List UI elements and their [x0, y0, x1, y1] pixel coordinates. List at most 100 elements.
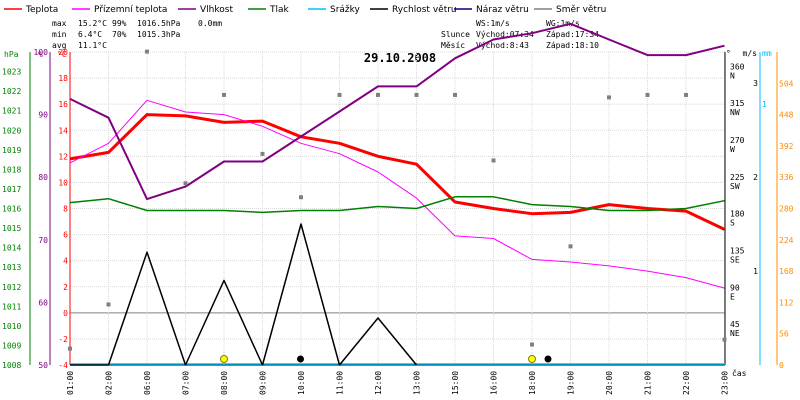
temperature-tick-label: 6 [63, 231, 68, 240]
wind-direction-point [453, 92, 457, 97]
stats-max-temp: 15.2°C [78, 19, 107, 28]
speed-axis-label: m/s [743, 49, 758, 58]
direction-axis-label: ° [726, 49, 731, 58]
radiation-tick-label: 392 [779, 142, 794, 151]
x-tick-label: 19:00 [567, 371, 576, 395]
direction-tick-label: 270 [730, 136, 745, 145]
x-tick-label: 07:00 [182, 371, 191, 395]
x-tick-label: 10:00 [297, 371, 306, 395]
direction-tick-label: 90 [730, 283, 740, 292]
direction-tick-compass: S [730, 219, 735, 228]
stats-max-label: max [52, 19, 67, 28]
x-tick-label: 22:00 [682, 371, 691, 395]
series-line-tlak [69, 196, 725, 214]
radiation-tick-label: 280 [779, 205, 794, 214]
radiation-tick-label: 168 [779, 267, 794, 276]
pressure-tick-label: 1021 [2, 107, 21, 116]
stats-max-hum: 99% [112, 19, 127, 28]
pressure-tick-label: 1012 [2, 283, 21, 292]
pressure-tick-label: 1016 [2, 205, 21, 214]
x-axis-label: čas [732, 368, 747, 378]
radiation-tick-label: 336 [779, 173, 794, 182]
moon-label: Měsíc [441, 41, 465, 50]
wind-speed-info: WS:1m/s [476, 19, 510, 28]
pressure-tick-label: 1020 [2, 126, 21, 135]
speed-tick-label: 2 [753, 173, 758, 182]
stats-max-rain: 0.0mm [198, 19, 222, 28]
temperature-tick-label: 12 [58, 152, 68, 161]
wind-direction-point [106, 302, 111, 307]
temperature-tick-label: 0 [63, 309, 68, 318]
wind-direction-point [183, 181, 188, 186]
direction-tick-label: 315 [730, 99, 745, 108]
sun-icon [220, 355, 228, 363]
stats-avg-temp: 11.1°C [78, 41, 107, 50]
direction-tick-label: 225 [730, 173, 745, 182]
stats-avg-label: avg [52, 41, 67, 50]
radiation-tick-label: 448 [779, 111, 794, 120]
x-tick-label: 23:00 [721, 371, 730, 395]
wind-direction-point [491, 158, 496, 163]
wind-direction-point [222, 92, 226, 97]
wind-direction-point [645, 92, 650, 97]
stats-min-temp: 6.4°C [78, 30, 102, 39]
humidity-tick-label: 70 [38, 236, 48, 245]
direction-tick-label: 360 [730, 62, 745, 71]
x-tick-label: 16:00 [490, 371, 499, 395]
humidity-axis-label: % [38, 50, 43, 59]
x-tick-label: 08:00 [220, 371, 229, 395]
wind-direction-point [568, 244, 573, 249]
speed-tick-label: 1 [753, 267, 758, 276]
temperature-tick-label: 18 [58, 74, 68, 83]
sun-icon [528, 355, 536, 363]
direction-tick-compass: NW [730, 108, 740, 117]
wind-direction-point [530, 342, 534, 347]
temperature-tick-label: 2 [63, 283, 68, 292]
wind-direction-point [337, 92, 342, 97]
series-line-vlhkost [69, 22, 725, 201]
legend-label: Srážky [330, 5, 361, 15]
pressure-tick-label: 1019 [2, 146, 21, 155]
stats-min-hum: 70% [112, 30, 127, 39]
pressure-tick-label: 1017 [2, 185, 21, 194]
rain-tick-label: 1 [762, 100, 767, 109]
x-tick-label: 20:00 [605, 371, 614, 395]
wind-direction-point [376, 92, 380, 97]
wind-direction-point [299, 195, 303, 200]
sun-label: Slunce [441, 30, 470, 39]
humidity-tick-label: 60 [38, 298, 48, 307]
x-tick-label: 06:00 [143, 371, 152, 395]
radiation-tick-label: 224 [779, 236, 794, 245]
direction-tick-compass: SW [730, 182, 740, 191]
x-tick-label: 02:00 [105, 371, 114, 395]
humidity-tick-label: 90 [38, 111, 48, 120]
radiation-tick-label: 504 [779, 79, 794, 88]
temperature-axis-label: °C [57, 50, 67, 59]
x-tick-label: 15:00 [451, 371, 460, 395]
radiation-tick-label: 56 [779, 330, 789, 339]
moon-rise: Východ:8:43 [476, 41, 529, 50]
legend-label: Rychlost větru [392, 5, 457, 15]
wind-gust-info: WG:1m/s [546, 19, 580, 28]
direction-tick-label: 180 [730, 210, 745, 219]
series-line-rychlost-v-tru [70, 223, 418, 366]
x-tick-label: 01:00 [66, 371, 75, 395]
pressure-tick-label: 1010 [2, 322, 21, 331]
pressure-tick-label: 1022 [2, 87, 21, 96]
radiation-tick-label: 0 [779, 361, 784, 370]
chart-title: 29.10.2008 [364, 51, 436, 65]
wind-direction-point [145, 49, 149, 54]
moon-set: Západ:18:10 [546, 41, 599, 50]
humidity-tick-label: 50 [38, 361, 48, 370]
moon-icon [544, 355, 552, 363]
sun-set: Západ:17:34 [546, 30, 599, 39]
series-line-p-zemn-teplota [69, 99, 725, 289]
stats-max-press: 1016.5hPa [137, 19, 181, 28]
direction-tick-label: 135 [730, 247, 745, 256]
direction-tick-compass: E [730, 292, 735, 301]
wind-direction-point [684, 92, 688, 97]
legend-label: Náraz větru [476, 5, 529, 15]
wind-direction-point [68, 346, 72, 351]
temperature-tick-label: -2 [58, 335, 68, 344]
pressure-tick-label: 1014 [2, 244, 21, 253]
